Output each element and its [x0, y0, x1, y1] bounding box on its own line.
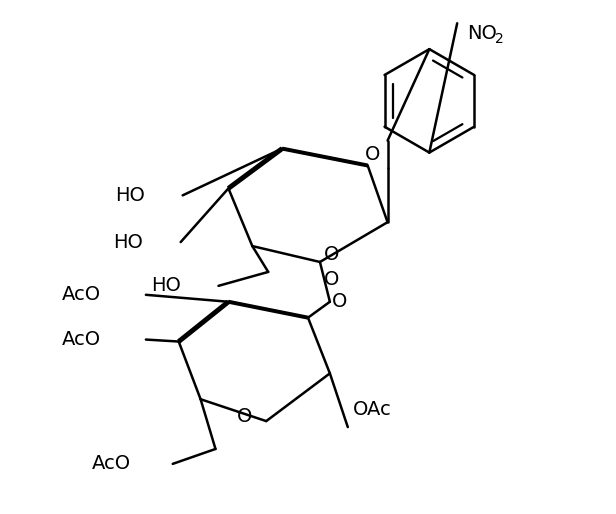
- Text: OAc: OAc: [353, 400, 392, 419]
- Text: O: O: [324, 245, 339, 264]
- Text: AcO: AcO: [62, 285, 101, 304]
- Text: O: O: [324, 270, 339, 289]
- Text: O: O: [332, 292, 347, 311]
- Text: NO: NO: [467, 24, 497, 43]
- Text: AcO: AcO: [62, 330, 101, 349]
- Polygon shape: [177, 300, 230, 343]
- Text: HO: HO: [115, 186, 145, 205]
- Text: AcO: AcO: [92, 454, 131, 473]
- Polygon shape: [282, 146, 368, 168]
- Text: O: O: [237, 407, 252, 426]
- Text: HO: HO: [151, 277, 180, 296]
- Polygon shape: [228, 300, 309, 320]
- Polygon shape: [227, 146, 283, 190]
- Text: 2: 2: [495, 32, 504, 46]
- Text: O: O: [365, 145, 380, 164]
- Text: HO: HO: [113, 232, 143, 251]
